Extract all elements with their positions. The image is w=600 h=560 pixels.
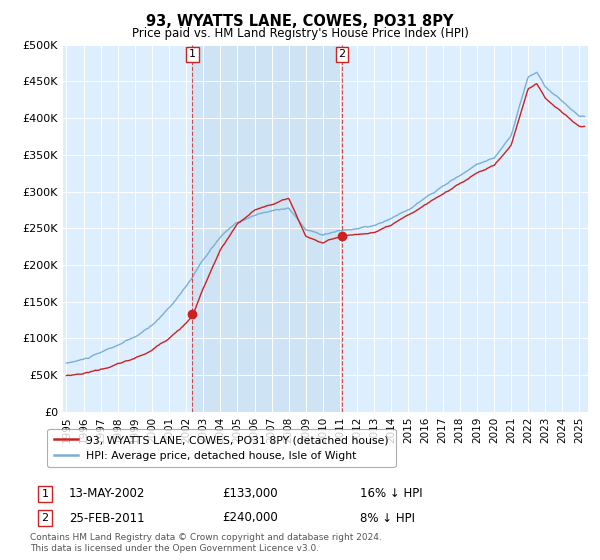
- Text: 16% ↓ HPI: 16% ↓ HPI: [360, 487, 422, 501]
- Text: 25-FEB-2011: 25-FEB-2011: [69, 511, 145, 525]
- Text: 1: 1: [189, 49, 196, 59]
- Text: 2: 2: [41, 513, 49, 523]
- Text: 8% ↓ HPI: 8% ↓ HPI: [360, 511, 415, 525]
- Text: £240,000: £240,000: [222, 511, 278, 525]
- Text: Contains HM Land Registry data © Crown copyright and database right 2024.: Contains HM Land Registry data © Crown c…: [30, 533, 382, 542]
- Text: Price paid vs. HM Land Registry's House Price Index (HPI): Price paid vs. HM Land Registry's House …: [131, 27, 469, 40]
- Text: This data is licensed under the Open Government Licence v3.0.: This data is licensed under the Open Gov…: [30, 544, 319, 553]
- Text: 13-MAY-2002: 13-MAY-2002: [69, 487, 145, 501]
- Text: £133,000: £133,000: [222, 487, 278, 501]
- Text: 93, WYATTS LANE, COWES, PO31 8PY: 93, WYATTS LANE, COWES, PO31 8PY: [146, 14, 454, 29]
- Text: 1: 1: [41, 489, 49, 499]
- Bar: [193, 45, 342, 412]
- Text: 2: 2: [338, 49, 346, 59]
- Legend: 93, WYATTS LANE, COWES, PO31 8PY (detached house), HPI: Average price, detached : 93, WYATTS LANE, COWES, PO31 8PY (detach…: [47, 429, 395, 467]
